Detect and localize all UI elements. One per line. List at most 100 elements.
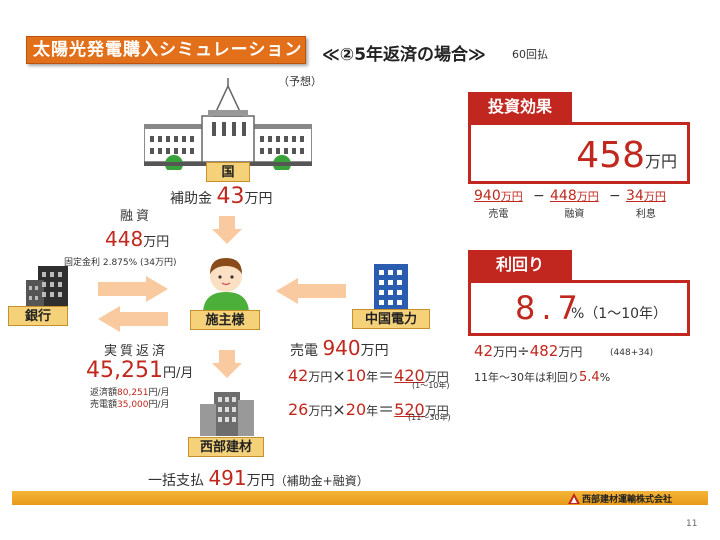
yield-value: 8.7 (515, 289, 584, 327)
breakdown-value: 34 (626, 188, 644, 204)
calc-result: 420 (394, 366, 425, 385)
breakdown-unit: 万円 (576, 190, 599, 203)
subsidy-value: 43 (216, 184, 245, 209)
calc-1-period-note: (1～10年) (412, 381, 450, 390)
case-title: ≪②5年返済の場合≫ (322, 45, 486, 65)
repayment-note-value: 80,251 (117, 388, 149, 398)
lump-prefix: 一括支払 (148, 473, 204, 489)
repayment-note: 返済額80,251円/月 (90, 385, 170, 398)
loan-label: 融資 (120, 209, 153, 224)
calc-operator: × (332, 366, 346, 385)
repayment-label: 実質返済 (104, 344, 169, 359)
breakdown-caption: 売電 (488, 209, 509, 220)
longterm-value: 5.4 (579, 370, 600, 385)
company-label: 西部建材 (188, 437, 264, 457)
power-company-label: 中国電力 (352, 309, 430, 329)
calc-operator: ＝ (378, 400, 395, 419)
yield-suffix: %（1～10年） (571, 306, 668, 322)
repayment-amount: 45,251円/月 (86, 358, 193, 383)
footer-company-name: 西部建材運輸株式会社 (582, 495, 673, 505)
footer-bar (12, 491, 708, 505)
forecast-note: （予想） (278, 75, 322, 88)
breakdown-caption: 利息 (635, 209, 656, 220)
government-label: 国 (206, 162, 250, 182)
breakdown-unit: 万円 (643, 190, 666, 203)
company-building-icon (200, 392, 254, 436)
selling-unit: 万円 (360, 343, 389, 359)
breakdown-selling: 940万円 売電 (474, 188, 523, 220)
calc-value: 482 (529, 342, 559, 360)
yield-box: 8.7 %（1～10年） (468, 280, 690, 336)
company-logo-icon (568, 493, 580, 504)
page-number: 11 (686, 519, 698, 529)
bank-building-icon (26, 266, 68, 312)
repayment-note-prefix: 返済額 (90, 388, 118, 398)
investment-effect-tag: 投資効果 (468, 92, 572, 122)
bank-label: 銀行 (8, 306, 68, 326)
calc-unit: 万円 (424, 404, 449, 418)
down-arrow-icon (212, 216, 242, 244)
subsidy-unit: 万円 (244, 191, 273, 207)
person-icon (203, 258, 249, 314)
government-building-icon (144, 78, 312, 170)
loan-value: 448 (105, 227, 144, 251)
calc-value: 42 (474, 342, 494, 360)
selling-note-prefix: 売電額 (90, 400, 118, 410)
calc-operator: ＝ (378, 366, 395, 385)
minus-operator: − (609, 188, 621, 204)
selling-note-value: 35,000 (117, 400, 149, 410)
yield-tag: 利回り (468, 250, 572, 280)
down-arrow-icon (212, 350, 242, 378)
calc-unit: 万円 (424, 370, 449, 384)
longterm-prefix: 11年～30年は利回り (474, 371, 579, 384)
yield-calc: 42万円÷482万円 (474, 342, 582, 360)
breakdown-loan: 448万円 融資 (550, 188, 599, 220)
selling-label: 売電 (290, 343, 318, 359)
repayment-value: 45,251 (86, 358, 163, 383)
selling-calc-2: 26万円×20年＝520万円 (288, 396, 449, 420)
minus-operator: − (533, 188, 545, 204)
lump-value: 491 (208, 466, 247, 490)
lump-note: （補助金+融資） (274, 474, 369, 488)
yield-longterm: 11年～30年は利回り5.4% (474, 369, 610, 385)
loan-amount: 448万円 (105, 227, 169, 251)
breakdown-value: 940 (474, 188, 501, 204)
case-term: 60回払 (512, 48, 548, 61)
left-arrow-icon (98, 306, 168, 332)
loan-unit: 万円 (143, 235, 170, 250)
breakdown-value: 448 (550, 188, 577, 204)
yield-calc-note: (448+34) (610, 348, 654, 358)
calc-unit: 万円 (558, 345, 583, 359)
calc-operator: × (332, 400, 346, 419)
selling-calc-1: 42万円×10年＝420万円 (288, 362, 449, 386)
repayment-note-unit: 円/月 (148, 388, 170, 398)
repayment-unit: 円/月 (162, 366, 194, 381)
calc-unit: 万円 (308, 370, 333, 384)
calc-unit: 年 (366, 404, 379, 418)
calc-value: 26 (288, 400, 309, 419)
investment-effect-box: 458万円 (468, 122, 690, 184)
breakdown-interest: 34万円 利息 (626, 188, 666, 220)
left-arrow-icon (276, 278, 346, 304)
owner-label: 施主様 (190, 310, 260, 330)
selling-value: 940 (322, 336, 361, 360)
investment-value: 458万円 (576, 135, 677, 176)
investment-number: 458 (576, 135, 645, 176)
longterm-unit: % (599, 371, 611, 384)
lump-unit: 万円 (246, 473, 275, 489)
calc-value: 42 (288, 366, 309, 385)
calc-unit: 万円 (308, 404, 333, 418)
selling-note: 売電額35,000円/月 (90, 397, 170, 410)
calc-unit: 年 (366, 370, 379, 384)
calc-2-period-note: (11～30年) (408, 413, 451, 422)
calc-value: 20 (345, 400, 367, 419)
selling-line: 売電 940万円 (290, 336, 389, 360)
investment-unit: 万円 (644, 152, 677, 171)
calc-operator: ÷ (517, 342, 530, 360)
breakdown-caption: 融資 (564, 209, 585, 220)
breakdown-unit: 万円 (500, 190, 523, 203)
power-company-building-icon (374, 264, 408, 312)
calc-unit: 万円 (493, 345, 518, 359)
calc-result: 520 (394, 400, 425, 419)
loan-note: 固定金利 2.875% (34万円) (64, 258, 177, 268)
